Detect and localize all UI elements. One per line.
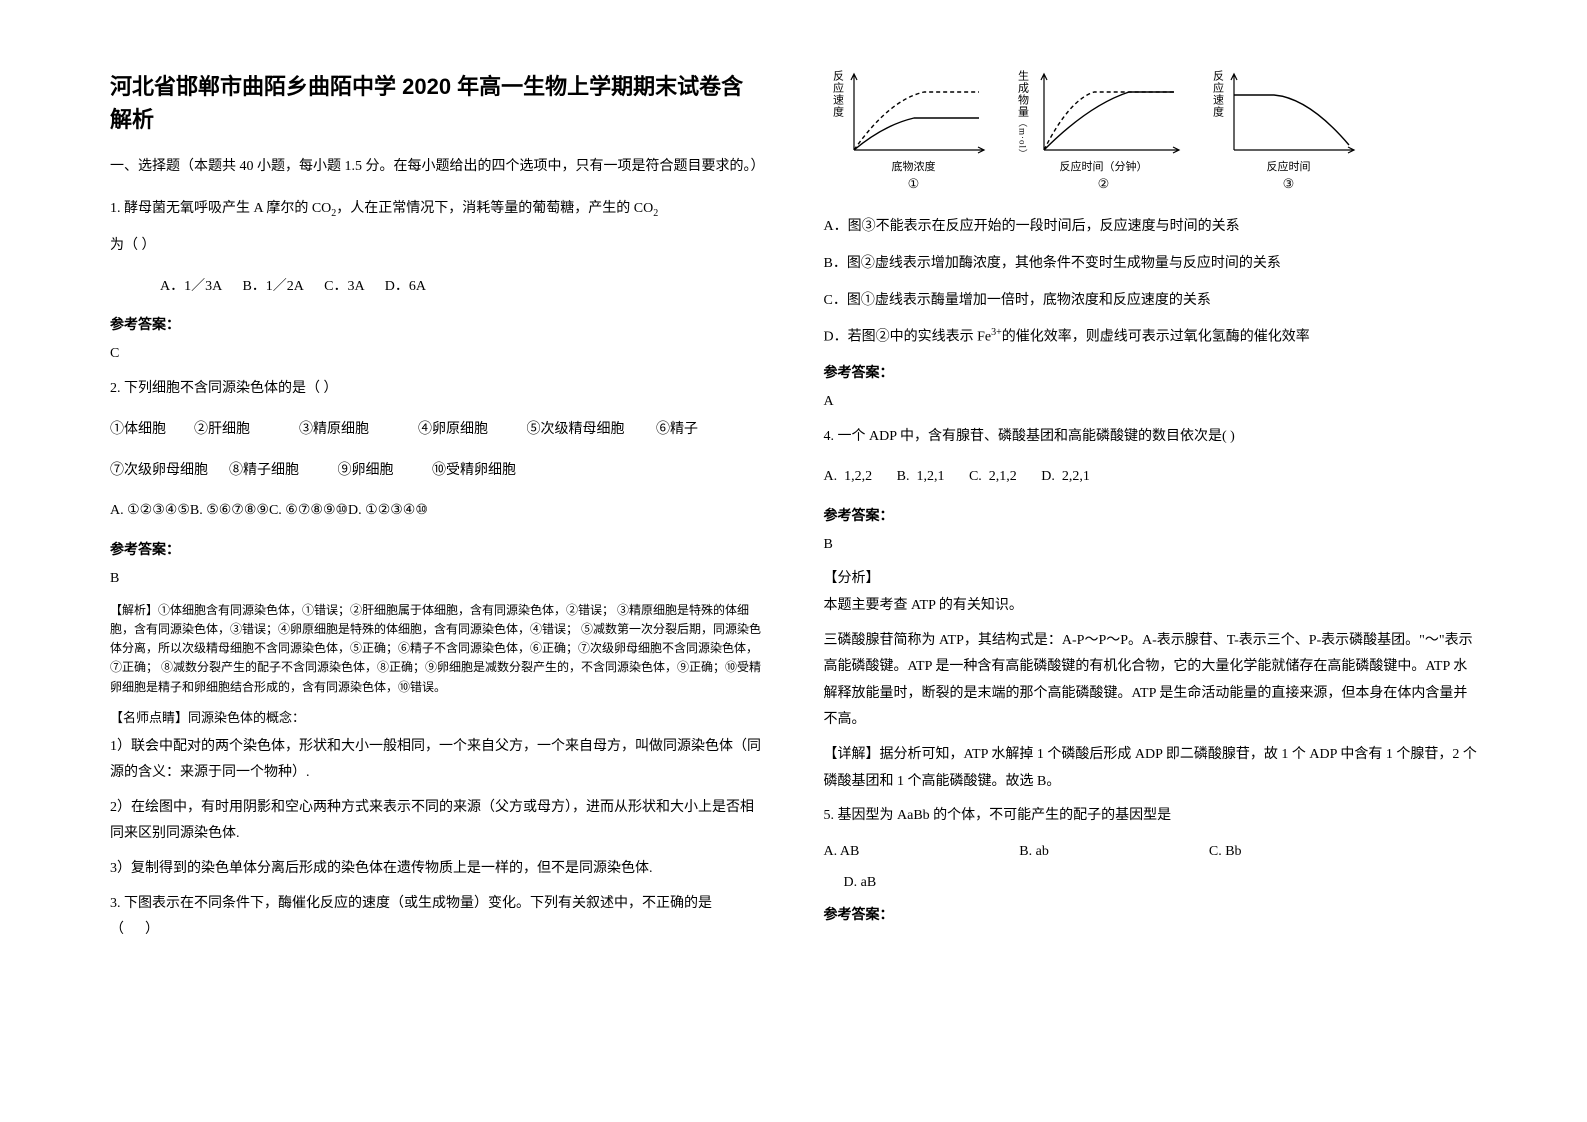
answer-label: 参考答案： [110,314,764,334]
q3d-pre: D．若图②中的实线表示 Fe [824,330,992,345]
chart-3-xlabel: 反应时间 [1214,158,1364,174]
chart-2-xlabel: 反应时间（分钟） [1019,158,1189,174]
answer-label: 参考答案： [824,904,1478,924]
subscript: 2 [653,208,658,219]
chart-3-svg [1214,70,1364,160]
tip-2: 2）在绘图中，有时用阴影和空心两种方式来表示不同的来源（父方或母方），进而从形状… [110,795,764,848]
question-2-items: ①体细胞 ②肝细胞 ③精原细胞 ④卵原细胞 ⑤次级精母细胞 ⑥精子 [110,417,764,444]
question-2-options: A. ①②③④⑤B. ⑤⑥⑦⑧⑨C. ⑥⑦⑧⑨⑩D. ①②③④⑩ [110,498,764,525]
question-4-answer: B [824,537,1478,553]
chart-2-ylabel-text: 生成物量 [1017,70,1029,118]
q3d-post: 的催化效率，则虚线可表示过氧化氢酶的催化效率 [1002,330,1310,345]
chart-2-svg [1019,70,1189,160]
question-1: 1. 酵母菌无氧呼吸产生 A 摩尔的 CO 2，人在正常情况下，消耗等量的葡萄糖，… [110,196,764,259]
question-4-options: A. 1,2,2 B. 1,2,1 C. 2,1,2 D. 2,2,1 [824,464,1478,491]
chart-2: 生成物量（m·ol） 反应时间（分钟） ② [1019,70,1189,192]
answer-label: 参考答案： [824,362,1478,382]
question-3-answer: A [824,394,1478,410]
chart-3: 反应速度 反应时间 ③ [1214,70,1364,192]
chart-3-ylabel: 反应速度 [1210,70,1226,118]
chart-1-svg [834,70,994,160]
question-5-option-b: B. ab [1019,844,1049,860]
question-5-options-row1: A. AB B. ab C. Bb [824,844,1478,860]
analysis-2: 三磷酸腺苷简称为 ATP，其结构式是：A-P～P～P。A-表示腺苷、T-表示三个… [824,628,1478,734]
question-5-option-c: C. Bb [1209,844,1242,860]
q1-text-prefix: 1. 酵母菌无氧呼吸产生 A 摩尔的 CO [110,201,331,216]
section-heading: 一、选择题（本题共 40 小题，每小题 1.5 分。在每小题给出的四个选项中，只… [110,156,764,178]
question-3-option-d: D．若图②中的实线表示 Fe3+的催化效率，则虚线可表示过氧化氢酶的催化效率 [824,322,1478,353]
question-5-option-a: A. AB [824,844,860,860]
tip-1: 1）联会中配对的两个染色体，形状和大小一般相同，一个来自父方，一个来自母方，叫做… [110,734,764,787]
question-5-option-d: D. aB [824,870,1478,897]
q1-text-mid: ，人在正常情况下，消耗等量的葡萄糖，产生的 CO [336,201,653,216]
chart-1: 反应速度 底物浓度 ① [834,70,994,192]
question-2-items2: ⑦次级卵母细胞 ⑧精子细胞 ⑨卵细胞 ⑩受精卵细胞 [110,458,764,485]
tip-heading: 【名师点睛】同源染色体的概念： [110,707,764,726]
question-1-options: A．1／3A B．1／2A C．3A D．6A [110,274,764,301]
question-3-option-b: B．图②虚线表示增加酶浓度，其他条件不变时生成物量与反应时间的关系 [824,249,1478,280]
question-5: 5. 基因型为 AaBb 的个体，不可能产生的配子的基因型是 [824,803,1478,830]
question-2: 2. 下列细胞不含同源染色体的是（ ） [110,376,764,403]
question-1-answer: C [110,346,764,362]
chart-2-ylabel-unit: （m·ol） [1018,118,1028,159]
tip-3: 3）复制得到的染色单体分离后形成的染色体在遗传物质上是一样的，但不是同源染色体. [110,856,764,883]
question-3: 3. 下图表示在不同条件下，酶催化反应的速度（或生成物量）变化。下列有关叙述中，… [110,891,764,944]
chart-2-ylabel: 生成物量（m·ol） [1015,70,1031,159]
exam-title: 河北省邯郸市曲陌乡曲陌中学 2020 年高一生物上学期期末试卷含解析 [110,70,764,136]
question-4: 4. 一个 ADP 中，含有腺苷、磷酸基团和高能磷酸键的数目依次是( ) [824,424,1478,451]
chart-2-caption: ② [1019,176,1189,192]
chart-row: 反应速度 底物浓度 ① 生成物量（m·ol） [824,70,1478,192]
analysis-label: 【分析】 [824,567,1478,587]
analysis-1: 本题主要考查 ATP 的有关知识。 [824,593,1478,620]
question-3-option-a: A．图③不能表示在反应开始的一段时间后，反应速度与时间的关系 [824,212,1478,243]
question-2-explanation: 【解析】①体细胞含有同源染色体，①错误；②肝细胞属于体细胞，含有同源染色体，②错… [110,601,764,697]
superscript: 3+ [991,327,1002,338]
chart-3-caption: ③ [1214,176,1364,192]
chart-1-xlabel: 底物浓度 [834,158,994,174]
answer-label: 参考答案： [110,539,764,559]
chart-1-caption: ① [834,176,994,192]
q1-text-suffix: 为（ ） [110,233,764,260]
question-3-option-c: C．图①虚线表示酶量增加一倍时，底物浓度和反应速度的关系 [824,286,1478,317]
chart-1-ylabel: 反应速度 [830,70,846,118]
answer-label: 参考答案： [824,505,1478,525]
detail: 【详解】据分析可知，ATP 水解掉 1 个磷酸后形成 ADP 即二磷酸腺苷，故 … [824,742,1478,795]
question-2-answer: B [110,571,764,587]
